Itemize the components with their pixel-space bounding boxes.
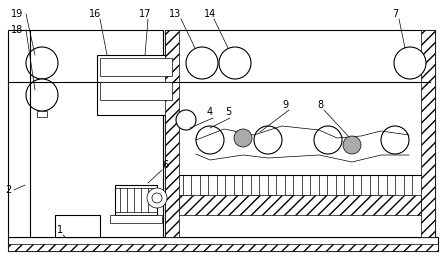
Text: 18: 18 (11, 25, 23, 35)
Circle shape (219, 47, 251, 79)
Circle shape (343, 136, 361, 154)
Bar (421, 30, 435, 237)
Bar (55, 215, 100, 237)
Bar (217, 175, 225, 195)
Text: 9: 9 (282, 100, 288, 110)
Text: 7: 7 (392, 9, 398, 19)
Text: 14: 14 (204, 9, 216, 19)
Bar (251, 175, 259, 195)
Text: 19: 19 (11, 9, 23, 19)
Circle shape (381, 126, 409, 154)
Text: 16: 16 (89, 9, 101, 19)
Text: 8: 8 (317, 100, 323, 110)
Circle shape (394, 47, 426, 79)
Bar (302, 175, 310, 195)
Bar (319, 175, 327, 195)
Bar (183, 175, 191, 195)
Bar (165, 30, 179, 237)
Bar (200, 175, 208, 195)
Circle shape (186, 47, 218, 79)
Text: 17: 17 (139, 9, 151, 19)
Circle shape (196, 126, 224, 154)
Bar (165, 30, 435, 237)
Bar (179, 195, 421, 215)
Bar (234, 175, 242, 195)
Bar (37, 111, 47, 117)
Bar (110, 215, 162, 223)
Bar (100, 58, 172, 76)
Circle shape (26, 47, 58, 79)
Bar (353, 175, 361, 195)
Circle shape (234, 129, 252, 147)
Bar (100, 82, 172, 100)
Text: 5: 5 (225, 107, 231, 117)
Bar (8, 30, 163, 237)
Circle shape (26, 79, 58, 111)
Circle shape (147, 188, 167, 208)
Bar (370, 175, 378, 195)
Bar (404, 175, 412, 195)
Text: 1: 1 (57, 225, 63, 235)
Circle shape (254, 126, 282, 154)
Bar (285, 175, 293, 195)
Bar (268, 175, 276, 195)
Text: 6: 6 (162, 160, 168, 170)
Circle shape (152, 193, 162, 203)
Text: 13: 13 (169, 9, 181, 19)
Bar (8, 237, 438, 251)
Bar (8, 244, 438, 251)
Text: 4: 4 (207, 107, 213, 117)
Bar (115, 185, 157, 215)
Bar (336, 175, 344, 195)
Circle shape (314, 126, 342, 154)
Bar (97, 55, 175, 115)
Bar (387, 175, 395, 195)
Text: 2: 2 (5, 185, 11, 195)
Circle shape (176, 110, 196, 130)
